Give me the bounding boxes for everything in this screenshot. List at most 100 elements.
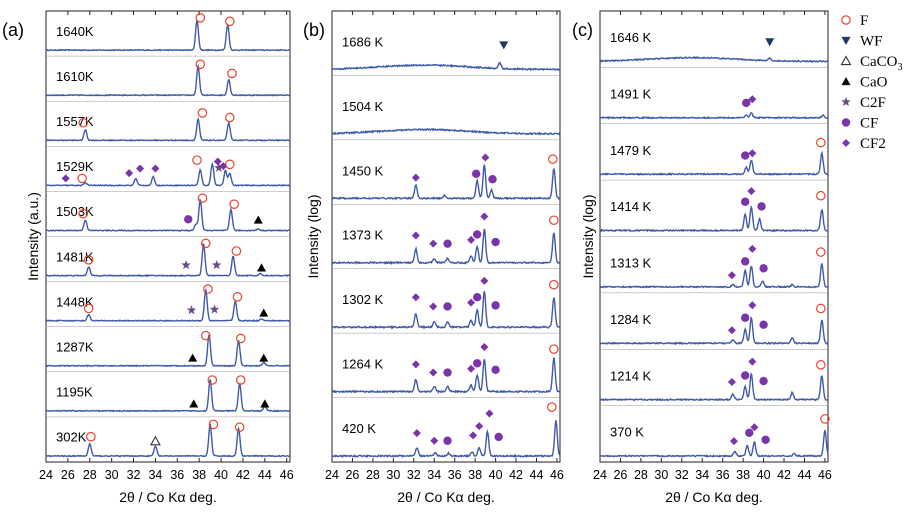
marker-cf [443,436,452,445]
marker-f [225,16,235,27]
x-tick-label: 32 [127,468,141,482]
marker-f [195,13,206,23]
legend-marker-cf2 [842,139,850,147]
trace-label: 1414 K [610,199,652,214]
marker-f-shape [549,215,559,226]
trace-c-6: 1214 K [599,357,829,406]
marker-cf [740,371,750,380]
marker-cao-shape [257,263,267,272]
marker-f [820,414,830,424]
marker-f-shape [78,117,89,128]
x-tick-label: 40 [214,468,228,482]
x-tick-label: 34 [148,468,162,482]
marker-cf2-shape [412,429,421,438]
marker-f-shape [820,414,830,424]
xrd-line [599,204,829,233]
x-tick-label: 46 [818,468,832,482]
marker-cf-shape [472,359,482,368]
marker-cf2 [748,301,757,310]
marker-f-shape [549,344,559,354]
marker-cao-shape [260,399,270,408]
marker-cao [259,353,269,362]
marker-cf-shape [740,151,750,160]
xrd-line [332,228,560,266]
marker-f-shape [225,159,235,170]
trace-a-2: 1557K [45,108,291,147]
marker-cf [491,237,500,247]
marker-f [200,238,211,249]
marker-f-shape [235,333,246,344]
marker-cf [757,202,766,211]
marker-f-shape [232,292,243,302]
trace-label: 1195K [56,385,93,400]
trace-c-7: 370 K [600,414,830,458]
marker-cf [759,376,768,386]
marker-f [78,117,89,128]
trace-c-3: 1414 K [599,187,829,237]
marker-cf2-shape [748,357,757,366]
marker-f-shape [549,279,559,290]
marker-cf2-shape [475,422,484,431]
panel-label: (c) [572,20,593,40]
marker-f [203,284,213,294]
x-axis-label: 2θ / Co Kα deg. [665,489,763,505]
marker-cf2 [411,293,420,302]
marker-cf2-shape [747,187,756,196]
marker-cf2-shape [219,162,228,171]
marker-f [235,375,246,385]
marker-cf2-shape [411,360,420,369]
marker-cf2 [219,162,228,171]
marker-cf [740,257,750,266]
marker-f [192,155,202,165]
marker-f [816,190,826,201]
marker-c2f [186,305,197,315]
marker-f-shape [816,303,826,314]
marker-cf2-shape [467,298,476,307]
x-tick-label: 34 [427,468,441,482]
xrd-line [45,378,291,413]
marker-f [816,360,826,370]
legend-marker-c2f [841,97,851,107]
trace-label: 1287K [56,340,94,355]
trace-a-8: 1195K [45,375,291,418]
marker-cf-shape [443,239,452,248]
marker-cf2-shape [748,301,757,310]
trace-label: 1610K [56,69,94,84]
marker-f-shape [83,303,94,314]
marker-cao [257,263,267,272]
trace-a-1: 1610K [45,59,291,102]
x-tick-label: 42 [509,468,523,482]
marker-cf2 [429,239,438,248]
marker-f-shape [231,246,242,256]
marker-f [195,59,206,70]
marker-f-shape [225,16,235,27]
marker-f-shape [207,375,218,385]
marker-f [549,344,559,354]
marker-cf-shape [740,257,750,266]
marker-c2f [181,260,191,270]
marker-f-shape [77,173,87,184]
x-tick-label: 30 [654,468,668,482]
marker-cf-shape [488,175,497,184]
x-tick-label: 38 [468,468,482,482]
marker-wf [499,41,509,50]
xrd-line [599,111,829,120]
x-tick-label: 42 [777,468,791,482]
marker-c2f [214,162,224,172]
marker-cf2 [469,431,478,440]
marker-cf2-shape [727,326,736,335]
marker-cao-shape [253,215,263,224]
marker-cf2-shape [750,423,759,432]
x-tick-label: 44 [530,468,544,482]
marker-f [83,303,94,314]
marker-cf-shape [184,215,193,224]
legend-marker-cf2-shape [842,139,850,147]
marker-cf [740,313,750,322]
marker-cf2 [412,429,421,438]
marker-cf2 [485,409,494,418]
marker-f [549,279,559,290]
trace-a-7: 1287K [45,330,291,373]
marker-cf-shape [494,432,503,442]
marker-cf2 [748,95,757,104]
marker-cf-shape [472,230,482,239]
